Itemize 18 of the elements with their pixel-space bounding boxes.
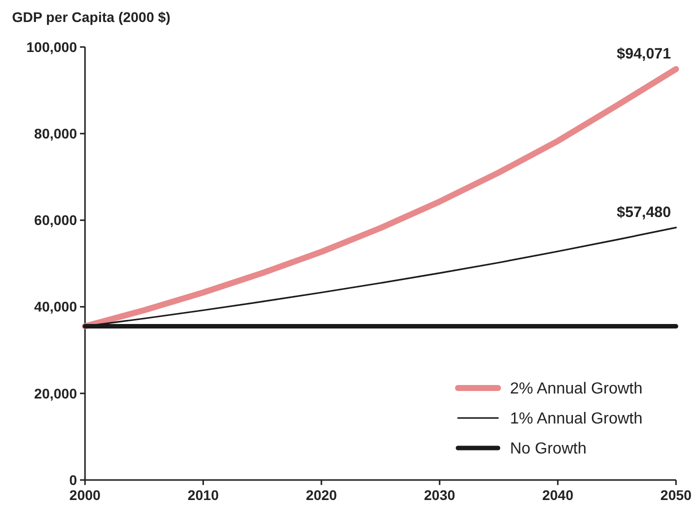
x-tick-label: 2030 bbox=[424, 487, 456, 503]
y-tick-label: 60,000 bbox=[34, 212, 78, 228]
legend-label: No Growth bbox=[510, 440, 586, 458]
legend-label: 1% Annual Growth bbox=[510, 410, 643, 428]
x-tick-label: 2050 bbox=[660, 487, 692, 503]
y-tick-label: 40,000 bbox=[34, 298, 78, 315]
y-tick-label: 20,000 bbox=[34, 385, 78, 402]
y-axis-title: GDP per Capita (2000 $) bbox=[12, 9, 170, 25]
legend-label: 2% Annual Growth bbox=[510, 380, 643, 398]
y-tick-label: 0 bbox=[69, 472, 78, 488]
x-tick-label: 2010 bbox=[188, 487, 219, 503]
x-tick-label: 2020 bbox=[306, 487, 338, 503]
x-tick-label: 2000 bbox=[69, 487, 101, 503]
y-tick-label: 80,000 bbox=[34, 126, 78, 142]
annotation: $94,071 bbox=[616, 46, 671, 63]
annotation: $57,480 bbox=[616, 204, 671, 222]
x-tick-label: 2040 bbox=[542, 487, 574, 503]
y-tick-label: 100,000 bbox=[26, 38, 78, 55]
